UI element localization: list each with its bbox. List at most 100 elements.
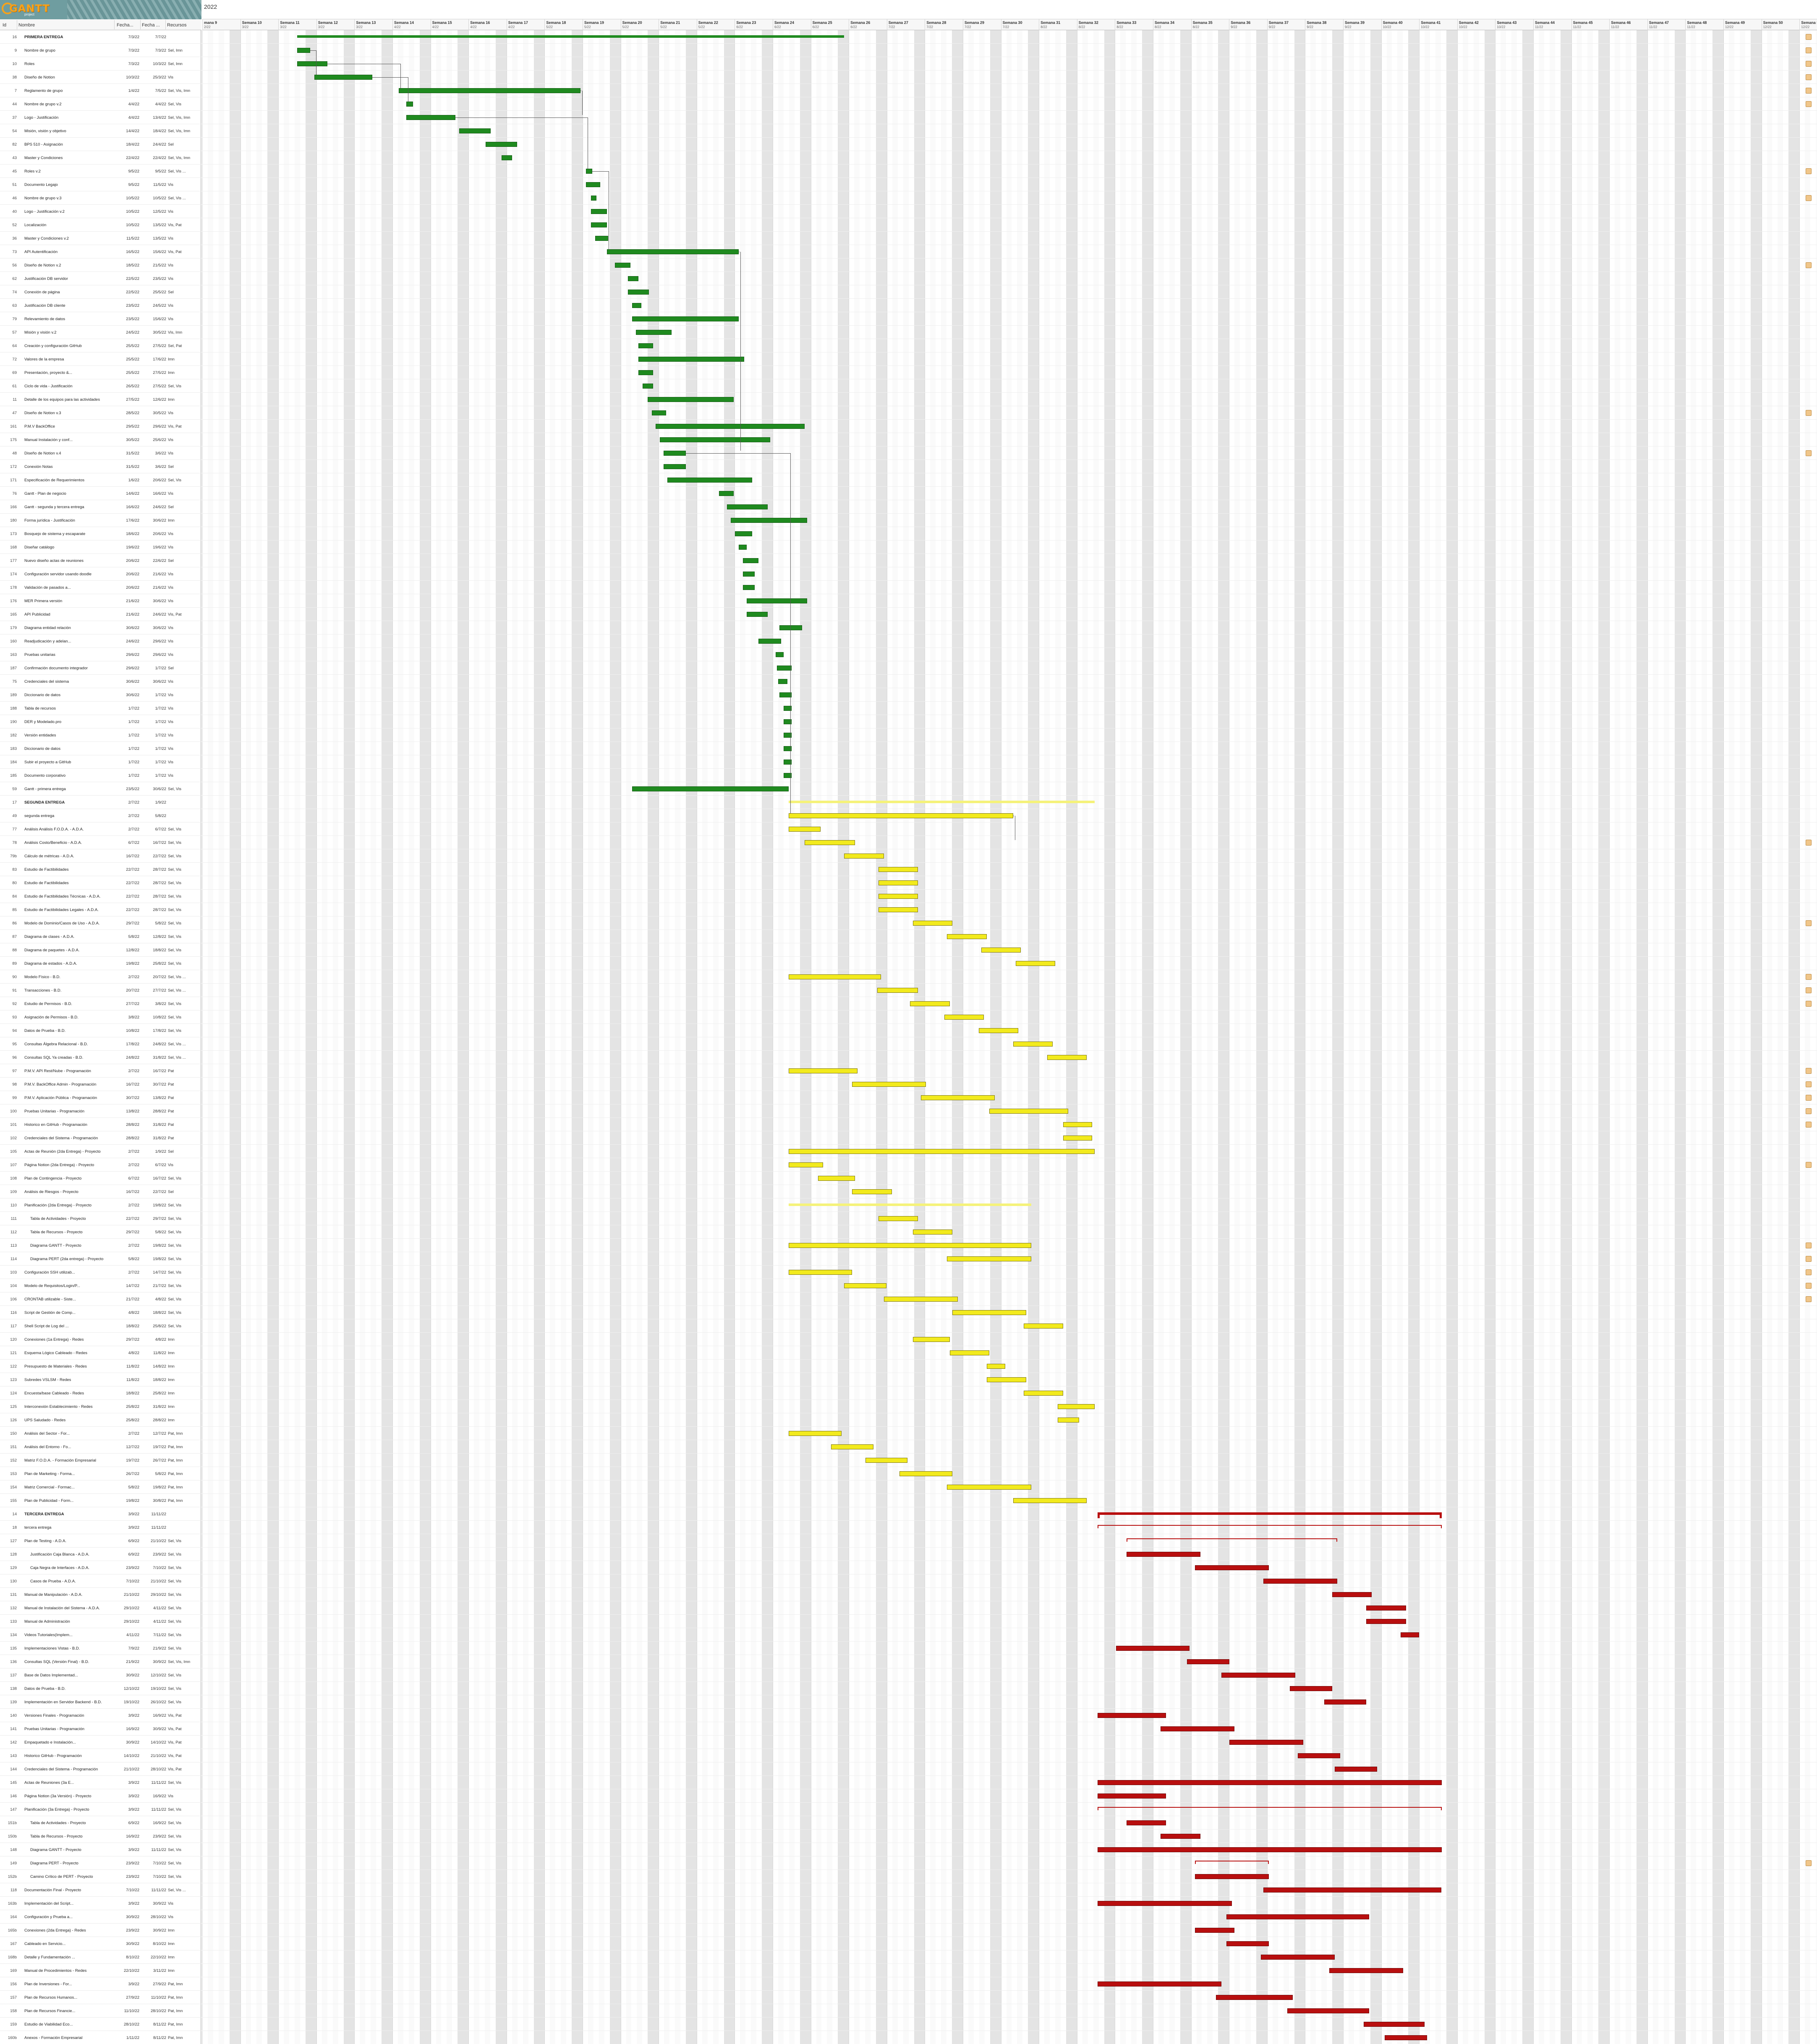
task-row[interactable]: 145 Actas de Reuniones (3a E... 3/9/22 11/1… [0, 1776, 201, 1789]
task-row[interactable]: 102 Credenciales del Sistema - Programaci… [0, 1131, 201, 1145]
task-row[interactable]: 36 Master y Condiciones v.2 11/5/22 13/5/22… [0, 232, 201, 245]
task-bar[interactable] [1229, 1740, 1303, 1745]
note-icon[interactable] [1806, 1243, 1812, 1248]
task-bar[interactable] [1290, 1686, 1332, 1691]
note-icon[interactable] [1806, 450, 1812, 456]
task-bar[interactable] [1195, 1861, 1269, 1864]
task-row[interactable]: 166 Gantt - segunda y tercera entrega 16/6… [0, 500, 201, 514]
note-icon[interactable] [1806, 1095, 1812, 1101]
task-row[interactable]: 183 Diccionario de datos 1/7/22 1/7/22 Vis [0, 742, 201, 755]
task-row[interactable]: 79 Relevamiento de datos 23/5/22 15/6/22 Vis [0, 312, 201, 326]
task-row[interactable]: 160b Anexos - Formación Empresarial 1/11/2… [0, 2031, 201, 2044]
task-row[interactable]: 69 Presentación, proyecto &... 25/5/22 27/5… [0, 366, 201, 379]
task-bar[interactable] [844, 1283, 886, 1288]
task-row[interactable]: 149 Diagrama PERT - Proyecto 23/9/22 7/10/2… [0, 1856, 201, 1870]
task-bar[interactable] [1058, 1404, 1095, 1409]
task-row[interactable]: 163b Implementación del Script... 3/9/22 30… [0, 1897, 201, 1910]
note-icon[interactable] [1806, 1296, 1812, 1302]
note-icon[interactable] [1806, 1081, 1812, 1087]
task-row[interactable]: 56 Diseño de Notion v.2 18/5/22 21/5/22 Vis [0, 258, 201, 272]
task-bar[interactable] [632, 316, 739, 321]
task-row[interactable]: 79b Cálculo de métricas - A.D.A. 16/7/22 22… [0, 849, 201, 863]
task-row[interactable]: 85 Estudio de Factibilidades Legales - A.… [0, 903, 201, 916]
task-bar[interactable] [831, 1444, 873, 1449]
task-bar[interactable] [947, 1256, 1032, 1261]
task-bar[interactable] [789, 801, 1095, 803]
task-row[interactable]: 139 Implementación en Servidor Backend - … [0, 1695, 201, 1709]
task-bar[interactable] [746, 598, 808, 603]
task-row[interactable]: 175 Manual Instalación y conf... 30/5/22 25… [0, 433, 201, 446]
task-bar[interactable] [1195, 1874, 1269, 1879]
task-bar[interactable] [1329, 1968, 1404, 1973]
task-bar[interactable] [595, 236, 609, 241]
task-bar[interactable] [614, 263, 631, 268]
task-bar[interactable] [1385, 2035, 1427, 2040]
task-bar[interactable] [789, 974, 881, 979]
task-row[interactable]: 122 Presupuesto de Materiales - Redes 11/8… [0, 1360, 201, 1373]
task-bar[interactable] [591, 209, 607, 214]
task-bar[interactable] [818, 1176, 855, 1181]
note-icon[interactable] [1806, 47, 1812, 53]
task-row[interactable]: 160 Readjudicación y adelan... 24/6/22 29/6… [0, 634, 201, 648]
task-row[interactable]: 72 Valores de la empresa 25/5/22 17/6/22 Imn [0, 352, 201, 366]
task-bar[interactable] [878, 880, 918, 885]
task-bar[interactable] [398, 88, 581, 93]
task-bar[interactable] [607, 249, 739, 254]
task-bar[interactable] [912, 921, 952, 926]
task-row[interactable]: 73 API Autentificación 16/5/22 15/6/22 Vis, … [0, 245, 201, 258]
task-row[interactable]: 80 Estudio de Factibilidades 22/7/22 28/7/2… [0, 876, 201, 890]
task-bar[interactable] [789, 1243, 1032, 1248]
task-row[interactable]: 91 Transacciones - B.D. 20/7/22 27/7/22 Sel,… [0, 984, 201, 997]
task-bar[interactable] [314, 75, 372, 80]
task-bar[interactable] [899, 1471, 952, 1476]
task-bar[interactable] [778, 679, 788, 684]
task-row[interactable]: 155 Plan de Publicidad - Form... 19/8/22 30… [0, 1494, 201, 1507]
task-bar[interactable] [783, 760, 792, 765]
task-bar[interactable] [667, 478, 752, 483]
task-row[interactable]: 101 Historico en GitHub - Programación 28/… [0, 1118, 201, 1131]
task-row[interactable]: 97 P.M.V. API Rest/Nube - Programación 2/7… [0, 1064, 201, 1078]
col-end-header[interactable]: Fecha ... [142, 23, 160, 28]
note-icon[interactable] [1806, 987, 1812, 993]
task-bar[interactable] [920, 1095, 995, 1100]
note-icon[interactable] [1806, 1122, 1812, 1128]
task-row[interactable]: 179 Diagrama entidad relación 30/6/22 30/6/… [0, 621, 201, 634]
task-bar[interactable] [878, 894, 918, 899]
note-icon[interactable] [1806, 74, 1812, 80]
task-bar[interactable] [805, 840, 855, 845]
note-icon[interactable] [1806, 34, 1812, 40]
task-row[interactable]: 44 Nombre de grupo v.2 4/4/22 4/4/22 Sel, Vi… [0, 97, 201, 111]
task-row[interactable]: 38 Diseño de Notion 10/3/22 25/3/22 Vis [0, 70, 201, 84]
task-row[interactable]: 57 Misión y visión v.2 24/5/22 30/5/22 Vis, … [0, 326, 201, 339]
task-row[interactable]: 171 Especificación de Requerimientos 1/6/2… [0, 473, 201, 487]
task-bar[interactable] [1161, 1726, 1235, 1731]
task-row[interactable]: 110 Planificación (2da Entrega) - Proyect… [0, 1198, 201, 1212]
task-row[interactable]: 150b Tabla de Recursos - Proyecto 16/9/22 2… [0, 1830, 201, 1843]
task-row[interactable]: 78 Análisis Costo/Beneficio - A.D.A. 6/7/2… [0, 836, 201, 849]
task-bar[interactable] [1187, 1659, 1229, 1664]
task-bar[interactable] [789, 1203, 1032, 1206]
task-bar[interactable] [1015, 961, 1056, 966]
task-bar[interactable] [1366, 1605, 1406, 1611]
task-bar[interactable] [1263, 1887, 1442, 1893]
task-row[interactable]: 109 Análisis de Riesgos - Proyecto 16/7/22… [0, 1185, 201, 1198]
task-row[interactable]: 121 Esquema Lógico Cableado - Redes 4/8/22… [0, 1346, 201, 1360]
task-bar[interactable] [1097, 1807, 1442, 1810]
task-row[interactable]: 112 Tabla de Recursos - Proyecto 29/7/22 5/… [0, 1225, 201, 1239]
task-row[interactable]: 188 Tabla de recursos 1/7/22 1/7/22 Vis [0, 702, 201, 715]
task-bar[interactable] [459, 128, 491, 133]
task-bar[interactable] [1023, 1391, 1063, 1396]
task-row[interactable]: 144 Credenciales del Sistema - Programaci… [0, 1762, 201, 1776]
task-row[interactable]: 136 Consultas SQL (Versión Final) - B.D. 2… [0, 1655, 201, 1668]
task-row[interactable]: 75 Credenciales del sistema 30/6/22 30/6/22… [0, 675, 201, 688]
note-icon[interactable] [1806, 61, 1812, 67]
task-row[interactable]: 168 Diseñar catálogo 19/6/22 19/6/22 Vis [0, 540, 201, 554]
task-bar[interactable] [648, 397, 734, 402]
task-row[interactable]: 106 CRONTAB utilizable - Siste... 21/7/22 4… [0, 1292, 201, 1306]
task-row[interactable]: 168b Detalle y Fundamentación ... 8/10/22 2… [0, 1950, 201, 1964]
task-row[interactable]: 164 Configuración y Prueba a... 30/9/22 28/… [0, 1910, 201, 1924]
task-bar[interactable] [1097, 1901, 1232, 1906]
task-bar[interactable] [638, 357, 744, 362]
task-row[interactable]: 174 Configuración servidor usando doodle 2… [0, 567, 201, 581]
task-bar[interactable] [297, 61, 327, 66]
